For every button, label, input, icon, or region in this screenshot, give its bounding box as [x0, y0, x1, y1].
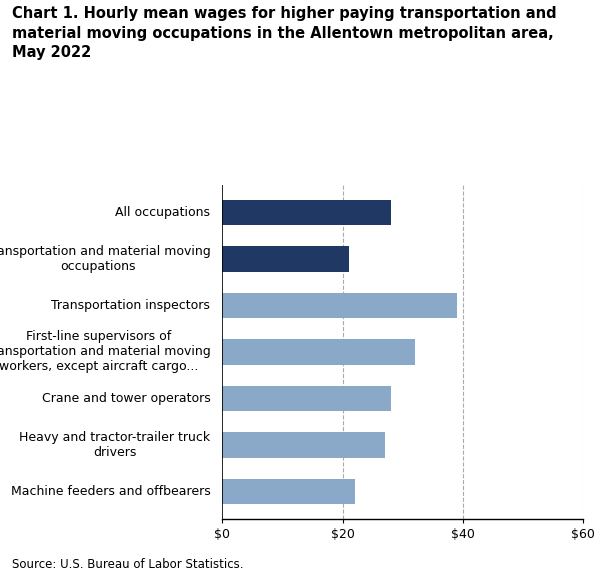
- Bar: [222, 246, 349, 272]
- Bar: [222, 293, 457, 319]
- Bar: [222, 339, 415, 365]
- Text: Chart 1. Hourly mean wages for higher paying transportation and
material moving : Chart 1. Hourly mean wages for higher pa…: [12, 6, 557, 61]
- Text: All occupations: All occupations: [115, 206, 210, 219]
- Text: Heavy and tractor-trailer truck
drivers: Heavy and tractor-trailer truck drivers: [19, 431, 210, 459]
- Text: Source: U.S. Bureau of Labor Statistics.: Source: U.S. Bureau of Labor Statistics.: [12, 558, 243, 571]
- Text: Transportation and material moving
occupations: Transportation and material moving occup…: [0, 245, 210, 273]
- Text: First-line supervisors of
transportation and material moving
workers, except air: First-line supervisors of transportation…: [0, 331, 210, 373]
- Bar: [222, 478, 355, 504]
- Bar: [222, 432, 385, 458]
- Text: Transportation inspectors: Transportation inspectors: [52, 299, 210, 312]
- Bar: [222, 200, 391, 226]
- Bar: [222, 385, 391, 411]
- Text: Machine feeders and offbearers: Machine feeders and offbearers: [11, 485, 210, 498]
- Text: Crane and tower operators: Crane and tower operators: [41, 392, 210, 405]
